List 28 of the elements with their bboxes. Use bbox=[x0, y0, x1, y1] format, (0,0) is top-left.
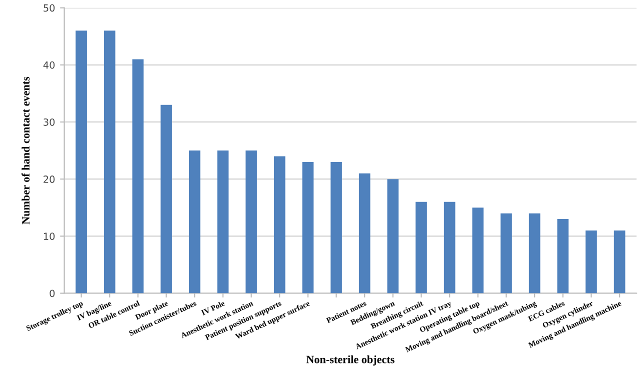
bar bbox=[104, 30, 116, 294]
bar bbox=[614, 230, 626, 294]
bar bbox=[274, 156, 286, 294]
y-tick-label: 40 bbox=[43, 61, 55, 69]
bar bbox=[444, 202, 456, 294]
y-tick-label: 50 bbox=[44, 4, 55, 12]
bar bbox=[472, 208, 484, 294]
bar bbox=[330, 162, 342, 294]
bar bbox=[528, 213, 540, 294]
bar bbox=[387, 179, 399, 294]
bar bbox=[586, 230, 597, 294]
x-axis-title: Non-sterile objects bbox=[306, 355, 394, 366]
bar bbox=[246, 150, 257, 294]
y-tick-label: 0 bbox=[50, 290, 55, 298]
bar bbox=[188, 150, 200, 294]
bar bbox=[132, 59, 144, 294]
bar bbox=[76, 30, 87, 294]
bar bbox=[302, 162, 314, 294]
bar bbox=[217, 150, 229, 294]
bar bbox=[557, 219, 569, 294]
bar bbox=[160, 104, 172, 294]
y-tick-label: 20 bbox=[44, 176, 55, 183]
y-tick-label: 30 bbox=[44, 118, 55, 126]
bar bbox=[500, 213, 512, 294]
y-axis-title: Number of hand contact events bbox=[22, 76, 30, 224]
bar bbox=[358, 173, 370, 294]
y-tick-label: 10 bbox=[44, 232, 55, 240]
bar bbox=[416, 202, 427, 294]
